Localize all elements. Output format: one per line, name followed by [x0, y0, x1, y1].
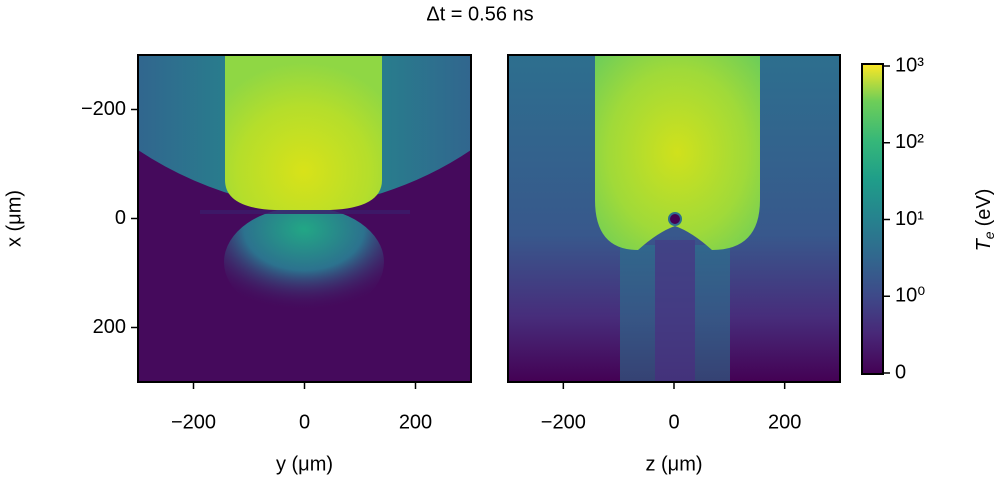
x-tick-label: 0	[668, 411, 679, 433]
x-axis-label: y (μm)	[276, 453, 333, 475]
y-tick-label: 0	[115, 207, 126, 229]
x-axis-label: z (μm)	[645, 453, 702, 475]
colorbar-label: Te (eV)	[973, 189, 996, 252]
heatmap-right	[508, 55, 840, 382]
colorbar-tick-label: 10²	[895, 131, 924, 153]
heatmap-left	[138, 55, 471, 382]
colorbar-tick-label: 0	[895, 361, 906, 383]
x-tick-label: −200	[541, 411, 586, 433]
y-tick-label: −200	[81, 98, 126, 120]
colorbar-tick-label: 10⁰	[895, 285, 925, 307]
x-tick-label: 200	[399, 411, 432, 433]
colorbar-tick-label: 10³	[895, 54, 924, 76]
colorbar	[862, 64, 883, 374]
colorbar-label-unit: (eV)	[973, 189, 995, 227]
y-tick-label: 200	[93, 316, 126, 338]
colorbar-tick-label: 10¹	[895, 208, 924, 230]
title: Δt = 0.56 ns	[426, 3, 533, 25]
colorbar-label-symbol: T	[973, 237, 995, 251]
x-tick-label: 200	[768, 411, 801, 433]
y-axis-label: x (μm)	[3, 190, 25, 247]
x-tick-label: −200	[171, 411, 216, 433]
x-tick-label: 0	[299, 411, 310, 433]
colorbar-label-subscript: e	[981, 231, 997, 239]
